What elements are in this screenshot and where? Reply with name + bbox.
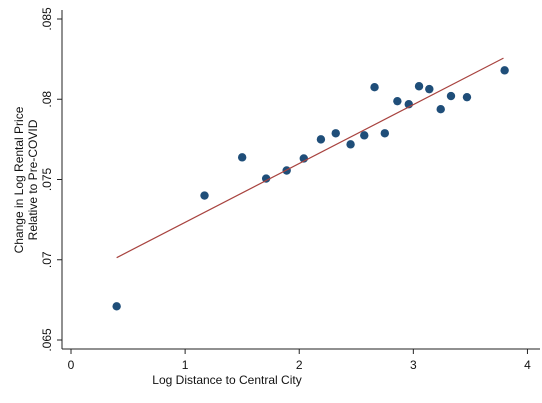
- y-tick-label: .07: [40, 251, 54, 268]
- point: [316, 135, 326, 144]
- point: [414, 82, 424, 91]
- point: [393, 96, 402, 106]
- fit-line: [116, 57, 504, 259]
- point: [500, 66, 509, 75]
- y-tick-label: .085: [40, 7, 54, 31]
- point: [261, 174, 271, 183]
- y-axis-title: Relative to Pre-COVID: [26, 119, 40, 240]
- x-tick-label: 1: [182, 358, 189, 372]
- point: [370, 83, 379, 92]
- point: [446, 91, 456, 101]
- point: [380, 129, 390, 138]
- y-axis-title: Change in Log Rental Price: [12, 106, 26, 253]
- x-axis-title: Log Distance to Central City: [152, 373, 301, 387]
- point: [237, 153, 247, 162]
- point: [462, 92, 472, 102]
- point: [200, 191, 209, 200]
- point: [436, 104, 445, 114]
- point: [425, 84, 434, 94]
- y-tick-label: .08: [40, 91, 54, 108]
- y-tick-label: .065: [40, 328, 54, 352]
- x-tick-label: 3: [410, 358, 417, 372]
- point: [112, 302, 121, 311]
- point: [360, 131, 369, 140]
- point: [331, 129, 340, 138]
- x-tick-label: 2: [296, 358, 303, 372]
- y-tick-label: .075: [40, 167, 54, 191]
- x-tick-label: 0: [68, 358, 75, 372]
- x-tick-label: 4: [524, 358, 531, 372]
- point: [346, 140, 355, 149]
